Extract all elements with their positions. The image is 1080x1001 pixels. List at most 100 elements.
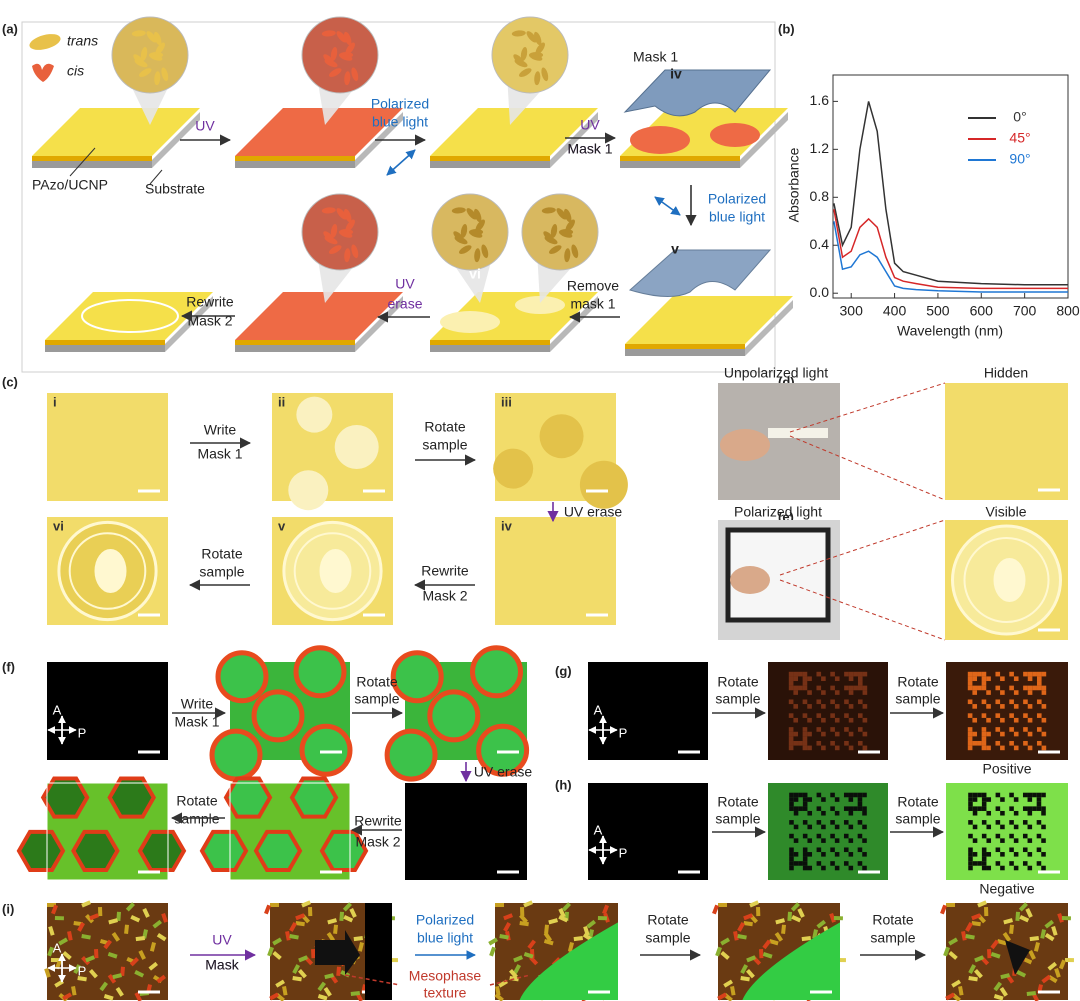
pattern <box>253 829 303 872</box>
texture-grain <box>961 931 967 941</box>
qr-cell <box>1041 690 1047 695</box>
texture-grain <box>968 976 978 982</box>
texture-grain <box>508 968 518 979</box>
texture-grain <box>1022 957 1033 965</box>
qr-cell <box>986 838 992 843</box>
coin <box>68 532 147 610</box>
qr-cell <box>848 717 854 723</box>
sample-slab-edge <box>235 156 355 161</box>
molecule <box>534 71 541 86</box>
qr-cell <box>857 833 863 839</box>
qr-cell <box>1023 671 1028 677</box>
qr-cell <box>1036 801 1042 807</box>
qr-cell <box>830 671 835 677</box>
qr-cell <box>793 731 799 737</box>
texture-grain <box>124 924 130 934</box>
qr-cell <box>972 717 978 723</box>
qr-cell <box>844 740 849 746</box>
texture-grain <box>327 918 337 925</box>
texture-grain <box>135 936 145 942</box>
texture-grain <box>768 938 779 946</box>
qr-cell <box>807 731 812 737</box>
qr-cell <box>798 671 803 677</box>
texture-grain <box>357 942 365 952</box>
label: Polarized <box>708 191 766 207</box>
qr-cell <box>844 671 849 677</box>
qr-cell <box>981 865 987 871</box>
label: Unpolarized light <box>724 365 828 381</box>
texture-grain <box>730 986 736 996</box>
texture-grain <box>142 908 150 918</box>
qr-cell <box>802 820 808 825</box>
qr-cell <box>857 727 863 732</box>
qr-cell <box>862 865 867 871</box>
texture-grain <box>737 933 747 940</box>
qr-cell <box>986 797 992 802</box>
sample-slab-side <box>430 160 550 168</box>
texture-grain <box>111 932 121 942</box>
qr-cell <box>802 847 808 853</box>
molecule <box>321 30 336 37</box>
qr-cell <box>968 820 973 825</box>
qr-cell <box>1027 685 1033 691</box>
mask <box>623 69 772 117</box>
texture-grain <box>272 951 282 960</box>
qr-cell <box>862 745 868 751</box>
texture-grain <box>712 904 719 915</box>
texture-grain <box>48 926 55 936</box>
pattern <box>199 829 249 872</box>
label: Rotate <box>717 674 758 690</box>
label: UV erase <box>474 764 533 780</box>
legend-label: 45° <box>1009 130 1030 146</box>
texture-grain <box>940 904 947 915</box>
texture-grain <box>282 986 288 996</box>
qr-cell <box>834 676 840 682</box>
texture-grain <box>993 994 1004 1001</box>
qr-cell <box>793 671 799 677</box>
qr-cell <box>967 727 973 732</box>
molecule <box>564 208 572 223</box>
qr-cell <box>981 801 987 807</box>
qr-cell <box>1009 806 1014 811</box>
qr-cell <box>1000 704 1005 709</box>
x-tick-label: 300 <box>840 303 864 319</box>
molecule <box>541 207 556 214</box>
qr-cell <box>981 847 987 853</box>
molecule <box>161 67 169 82</box>
texture-grain <box>1040 929 1047 939</box>
molecule <box>451 207 466 214</box>
texture-grain <box>1041 974 1051 984</box>
qr-cell <box>972 797 978 802</box>
molecule <box>556 208 567 220</box>
sample-slab-side <box>550 296 598 352</box>
texture-grain <box>1015 911 1020 921</box>
coin-head <box>94 549 127 593</box>
label: ii <box>278 394 285 409</box>
qr-cell <box>830 861 835 866</box>
qr-cell <box>972 690 978 695</box>
texture-grain <box>495 903 504 907</box>
texture-grain <box>134 992 143 1001</box>
texture-grain <box>148 961 159 971</box>
qr-cell <box>972 704 978 709</box>
qr-cell <box>1009 792 1014 798</box>
x-axis-label: Wavelength (nm) <box>897 323 1003 339</box>
qr-cell <box>1013 690 1019 695</box>
qr-cell <box>986 731 991 737</box>
guide <box>344 974 401 986</box>
texture-grain <box>503 913 513 921</box>
pattern <box>215 650 269 704</box>
qr-cell <box>1027 731 1033 737</box>
texture-grain <box>77 975 87 982</box>
qr-cell <box>834 852 840 857</box>
qr-cell <box>981 731 987 737</box>
molecule <box>466 208 477 220</box>
qr-cell <box>807 704 812 709</box>
qr-cell <box>848 810 854 816</box>
texture-grain <box>561 902 571 912</box>
qr-cell <box>862 685 868 691</box>
qr-cell <box>848 824 854 830</box>
texture-grain <box>107 973 117 984</box>
label: sample <box>715 811 760 827</box>
texture-grain <box>503 922 512 932</box>
